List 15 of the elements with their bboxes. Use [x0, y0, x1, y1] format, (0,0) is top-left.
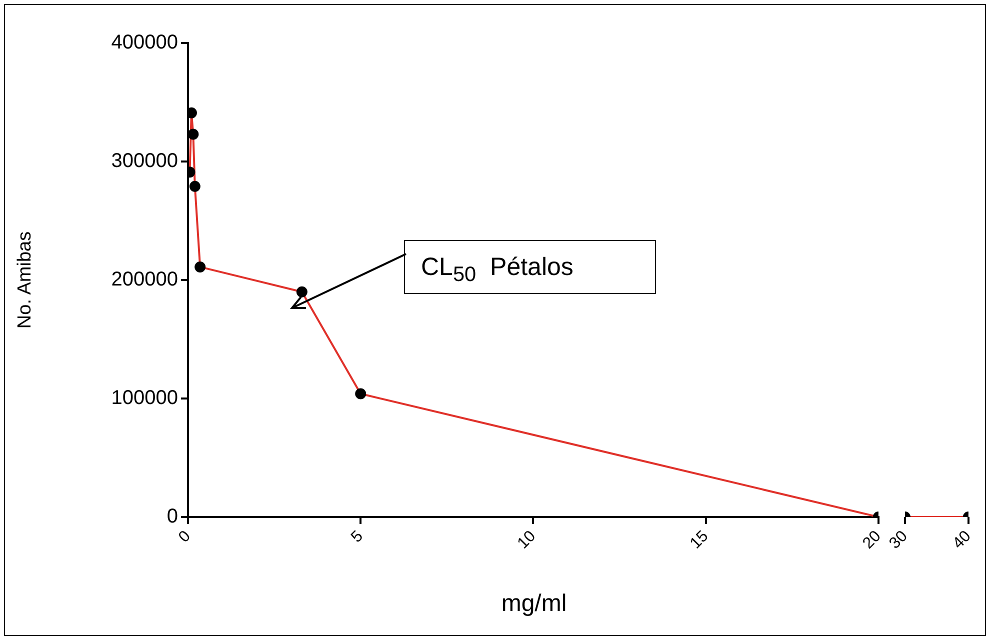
x-tick-label: 30: [886, 528, 912, 552]
x-tick-label: 20: [860, 528, 884, 552]
y-tick-label: 200000: [111, 268, 178, 291]
x-tick-label: 5: [348, 528, 367, 546]
y-tick-label: 100000: [111, 387, 178, 410]
annotation: CL$_{50}$ Pétalos: [421, 252, 574, 288]
y-tick-label: 0: [166, 506, 178, 528]
y-axis-title: No. Amibas: [14, 231, 36, 329]
x-axis-title: mg/ml: [500, 590, 568, 618]
y-tick-label: 300000: [111, 150, 178, 172]
x-tick-label: 40: [950, 528, 974, 552]
x-tick-label: 0: [176, 528, 194, 546]
x-tick-label: 10: [514, 528, 540, 552]
y-tick-label: 400000: [111, 32, 178, 54]
x-tick-label: 15: [687, 528, 712, 552]
